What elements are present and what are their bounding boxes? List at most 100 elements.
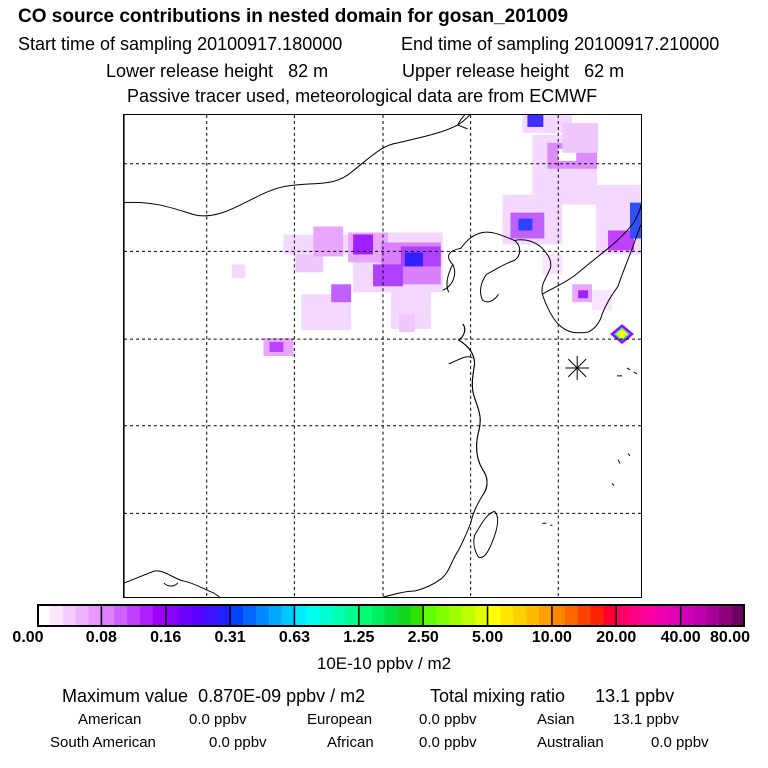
end-time-label: End time of sampling — [401, 34, 570, 54]
colorbar-swatch — [551, 604, 566, 627]
colorbar-swatch — [461, 604, 476, 627]
total-mixing-value: 13.1 ppbv — [595, 686, 675, 706]
colorbar-tick-label: 0.31 — [214, 629, 246, 646]
colorbar-swatch — [448, 604, 463, 627]
start-time-value: 20100917.180000 — [197, 34, 343, 54]
colorbar-tick-label: 40.00 — [660, 629, 701, 646]
colorbar-swatch — [114, 604, 128, 627]
end-time-value: 20100917.210000 — [574, 34, 720, 54]
region-value: 0.0 ppbv — [651, 734, 709, 751]
colorbar-swatch — [255, 604, 270, 627]
colorbar-swatch — [500, 604, 514, 627]
colorbar-tick-label: 0.63 — [278, 629, 311, 646]
colorbar-tick-label: 80.00 — [709, 629, 751, 646]
plume-cell — [578, 290, 589, 299]
plume-cell — [353, 234, 374, 255]
colorbar — [37, 604, 745, 627]
lower-height-value: 82 m — [288, 61, 329, 81]
colorbar-swatch — [242, 604, 257, 627]
region-value: 0.0 ppbv — [419, 734, 477, 751]
region-value: 0.0 ppbv — [189, 711, 247, 728]
plume-cell — [398, 314, 415, 333]
plume-cell — [562, 122, 599, 153]
gosan-station-marker — [565, 356, 590, 380]
colorbar-swatch — [603, 604, 617, 627]
colorbar-swatch — [268, 604, 283, 627]
colorbar-swatch — [384, 604, 398, 627]
region-name: American — [78, 711, 142, 728]
lower-height-line: Lower release height 82 m — [106, 61, 328, 82]
start-time-label: Start time of sampling — [18, 34, 193, 54]
colorbar-swatch — [654, 604, 669, 627]
colorbar-swatch — [732, 604, 745, 627]
colorbar-tick-label: 0.00 — [12, 629, 44, 646]
colorbar-swatch — [564, 604, 579, 627]
total-mixing-line: Total mixing ratio 13.1 ppbv — [430, 686, 674, 707]
colorbar-swatch — [397, 604, 411, 627]
max-value: 0.870E-09 ppbv / m2 — [198, 686, 366, 706]
region-name: Australian — [537, 734, 604, 751]
colorbar-tick-label: 20.00 — [596, 629, 637, 646]
max-value-line: Maximum value 0.870E-09 ppbv / m2 — [62, 686, 365, 707]
colorbar-swatch — [423, 604, 437, 627]
colorbar-swatch — [281, 604, 295, 627]
colorbar-swatch — [204, 604, 218, 627]
colorbar-swatch — [526, 604, 540, 627]
colorbar-swatch — [191, 604, 205, 627]
colorbar-swatch — [680, 604, 695, 627]
colorbar-swatch — [590, 604, 604, 627]
plume-cell — [373, 264, 403, 287]
page-title: CO source contributions in nested domain… — [18, 6, 569, 27]
lower-height-label: Lower release height — [106, 61, 274, 81]
colorbar-swatch — [642, 604, 656, 627]
colorbar-swatch — [139, 604, 154, 627]
colorbar-swatch — [706, 604, 720, 627]
colorbar-border — [37, 604, 745, 627]
colorbar-swatch — [371, 604, 386, 627]
plume-cell — [592, 290, 613, 311]
plume-cell — [527, 115, 544, 127]
region-name: European — [307, 711, 373, 728]
region-value: 0.0 ppbv — [209, 734, 267, 751]
plume-cell — [404, 252, 423, 267]
colorbar-swatch — [487, 604, 501, 627]
colorbar-swatch — [101, 604, 115, 627]
colorbar-swatch — [307, 604, 321, 627]
colorbar-swatch — [616, 604, 630, 627]
colorbar-swatch — [178, 604, 192, 627]
coastlines — [124, 115, 641, 597]
tracer-note: Passive tracer used, meteorological data… — [127, 86, 598, 106]
colorbar-swatch — [693, 604, 707, 627]
colorbar-swatch — [410, 604, 424, 627]
colorbar-swatch — [577, 604, 592, 627]
colorbar-swatch — [667, 604, 682, 627]
start-time-line: Start time of sampling 20100917.180000 — [18, 34, 342, 55]
colorbar-swatch — [127, 604, 141, 627]
colorbar-tick-label: 10.00 — [531, 629, 572, 646]
colorbar-swatch — [358, 604, 373, 627]
colorbar-tick-label: 0.08 — [85, 629, 117, 646]
region-value: 0.0 ppbv — [419, 711, 477, 728]
plume-cell — [558, 148, 577, 161]
plume-cell — [269, 342, 284, 353]
max-value-label: Maximum value — [62, 686, 189, 706]
colorbar-swatch — [294, 604, 308, 627]
colorbar-tick-label: 5.00 — [471, 629, 504, 646]
upper-height-line: Upper release height 62 m — [402, 61, 624, 82]
plume-cell — [231, 264, 246, 279]
end-time-line: End time of sampling 20100917.210000 — [401, 34, 719, 55]
lat-lon-grid — [124, 115, 641, 597]
colorbar-swatch — [230, 604, 244, 627]
colorbar-swatch — [539, 604, 553, 627]
colorbar-swatch — [513, 604, 527, 627]
colorbar-swatch — [345, 604, 360, 627]
colorbar-swatch — [88, 604, 102, 627]
colorbar-tick-label: 0.16 — [150, 629, 182, 646]
plume-cell — [331, 284, 352, 303]
colorbar-swatch — [474, 604, 489, 627]
colorbar-tick-label: 2.50 — [407, 629, 439, 646]
colorbar-swatch — [320, 604, 334, 627]
total-mixing-label: Total mixing ratio — [430, 686, 566, 706]
colorbar-units: 10E-10 ppbv / m2 — [316, 654, 452, 673]
upper-height-label: Upper release height — [402, 61, 570, 81]
